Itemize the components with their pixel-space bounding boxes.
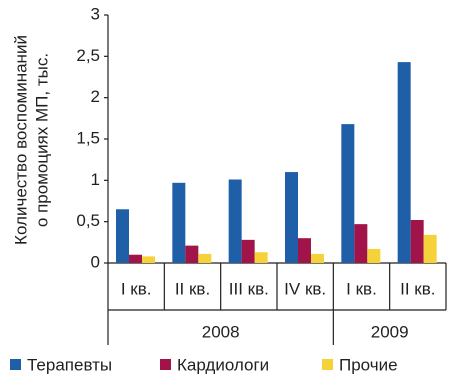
bar (354, 224, 368, 263)
y-label-line: Количество воспоминаний (11, 35, 30, 245)
legend-swatch (10, 359, 21, 370)
y-axis-title: Количество воспоминаний о промоциях МП, … (11, 35, 51, 245)
legend-swatch (160, 359, 171, 370)
x-tick-label: II кв. (400, 279, 435, 298)
bar (116, 209, 129, 263)
bar (129, 254, 142, 263)
bar (185, 245, 199, 263)
legend-swatch (322, 359, 333, 370)
y-tick-label: 0 (91, 252, 100, 271)
bar (298, 238, 311, 263)
bar (423, 234, 437, 263)
x-tick-label: II кв. (175, 279, 210, 298)
bar (285, 172, 298, 263)
bar (172, 182, 186, 263)
group-label: 2008 (202, 322, 240, 341)
bar (241, 239, 255, 263)
y-tick-label: 1,5 (76, 128, 100, 147)
x-tick-label: III кв. (229, 279, 269, 298)
y-tick-label: 0,5 (76, 211, 100, 230)
x-tick-label: I кв. (121, 279, 152, 298)
y-label-line: о промоциях МП, тыс. (32, 53, 51, 227)
bar (367, 248, 381, 263)
y-tick-label: 2 (91, 87, 100, 106)
y-tick-label: 1 (91, 170, 100, 189)
bar (397, 62, 411, 264)
bar (311, 253, 324, 263)
bar (341, 124, 355, 264)
x-tick-label: I кв. (346, 279, 377, 298)
bar (254, 252, 268, 263)
group-label: 2009 (371, 322, 409, 341)
bar (142, 256, 155, 263)
legend-label: Терапевты (27, 355, 112, 374)
bar (228, 179, 242, 263)
y-tick-label: 3 (91, 4, 100, 23)
y-tick-label: 2,5 (76, 46, 100, 65)
legend-label: Кардиологи (177, 355, 269, 374)
bar (410, 220, 424, 263)
bar (198, 253, 212, 263)
x-tick-label: IV кв. (284, 279, 326, 298)
legend-label: Прочие (339, 355, 398, 374)
